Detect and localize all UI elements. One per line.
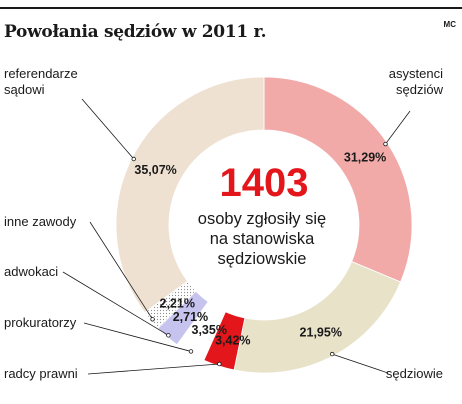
center-text-line: osoby zgłosiły się [198,210,326,228]
slice-sędziowie [233,261,402,374]
leader-dot-inne-zawody [150,317,155,322]
credit-label: MC [443,20,456,29]
leader-line-radcy-prawni [87,363,220,375]
leader-dot-referendarze-sądowi [131,156,136,162]
leader-line-prokuratorzy [83,322,192,352]
category-label-asystenci-sędziów: asystenci sędziów [389,66,444,97]
leader-line-adwokaci [62,271,169,336]
center-text-line: sędziowskie [218,250,307,268]
category-label-radcy-prawni: radcy prawni [4,366,78,381]
pct-label-inne-zawody: 2,21% [160,296,195,310]
pct-label-asystenci-sędziów: 31,29% [344,151,386,165]
chart-title: Powołania sędziów w 2011 r. [4,22,267,42]
leader-line-sędziowie [332,353,389,374]
pct-label-adwokaci: 2,71% [173,310,208,324]
pct-label-prokuratorzy: 3,35% [192,323,227,337]
category-label-prokuratorzy: prokuratorzy [4,315,77,330]
leader-dot-prokuratorzy [188,349,194,354]
slice-referendarze-sądowi [115,76,265,314]
pct-label-sędziowie: 21,95% [300,325,342,339]
leader-dot-sędziowie [329,351,335,357]
pct-label-radcy-prawni: 3,42% [215,334,250,348]
category-label-referendarze-sądowi: referendarze sądowi [4,66,78,97]
leader-line-inne-zawody [89,221,153,320]
center-text-line: na stanowiska [210,230,315,248]
category-label-inne-zawody: inne zawody [4,214,77,229]
leader-dot-radcy-prawni [217,361,222,367]
top-rule [0,7,462,9]
category-label-sędziowie: sędziowie [386,366,443,381]
category-label-adwokaci: adwokaci [4,264,58,279]
leader-line-asystenci-sędziów [385,110,411,145]
leader-dot-adwokaci [166,333,171,338]
leader-line-referendarze-sądowi [81,98,135,160]
slice-asystenci-sędziów [263,76,413,283]
leader-dot-asystenci-sędziów [383,141,388,147]
center-total: 1403 [220,161,309,205]
pct-label-referendarze-sądowi: 35,07% [134,163,176,177]
